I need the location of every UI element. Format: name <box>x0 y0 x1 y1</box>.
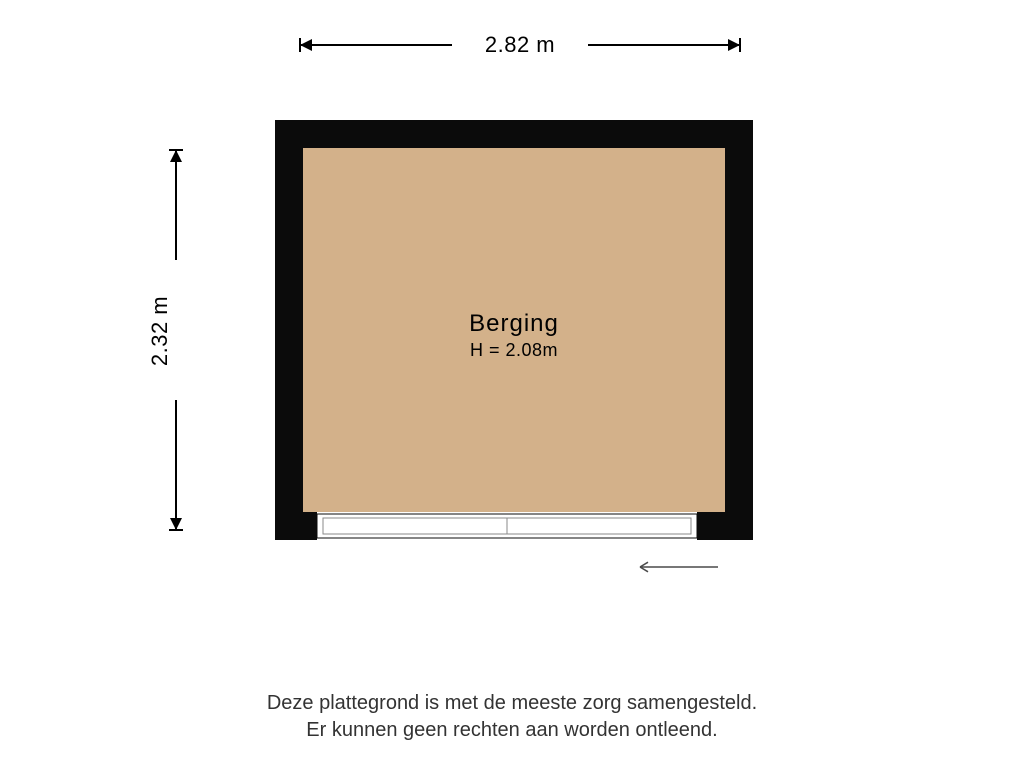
room-height-label: H = 2.08m <box>275 340 753 361</box>
room-name-label: Berging <box>275 310 753 338</box>
disclaimer-text: Deze plattegrond is met de meeste zorg s… <box>0 690 1024 744</box>
door-slide-arrow <box>640 562 718 572</box>
wall-bottom-right <box>697 512 753 540</box>
disclaimer-line2: Er kunnen geen rechten aan worden ontlee… <box>306 719 717 741</box>
floorplan-stage: 2.82 m 2.32 m Berging H = 2.08m Deze pla… <box>0 0 1024 768</box>
wall-bottom-left <box>275 512 317 540</box>
wall-top <box>275 120 753 148</box>
disclaimer-line1: Deze plattegrond is met de meeste zorg s… <box>267 692 757 714</box>
dimension-height-label: 2.32 m <box>147 271 173 391</box>
dimension-width-label: 2.82 m <box>460 32 580 58</box>
